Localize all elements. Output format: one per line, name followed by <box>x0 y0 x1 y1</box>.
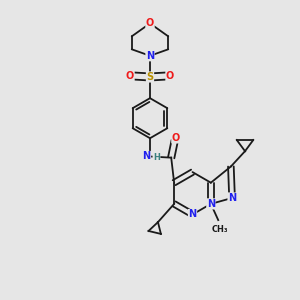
Text: O: O <box>146 18 154 28</box>
Text: O: O <box>172 133 180 143</box>
Text: N: N <box>146 51 154 61</box>
Text: H: H <box>153 153 160 162</box>
Text: N: N <box>188 209 196 220</box>
Text: O: O <box>126 71 134 81</box>
Text: N: N <box>207 199 215 209</box>
Text: N: N <box>142 152 151 161</box>
Text: O: O <box>166 71 174 81</box>
Text: S: S <box>146 72 154 82</box>
Text: N: N <box>228 193 236 203</box>
Text: CH₃: CH₃ <box>212 225 228 234</box>
